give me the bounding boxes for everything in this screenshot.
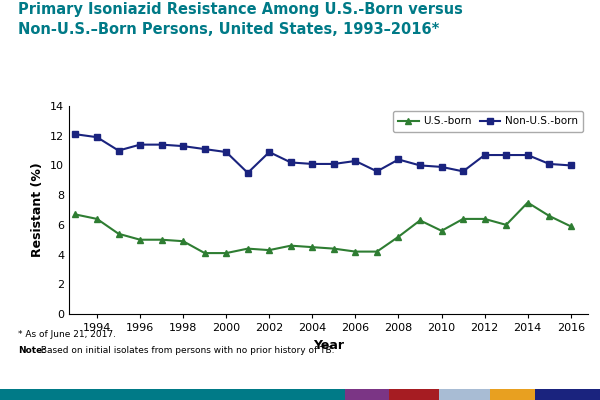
U.S.-born (352, 249, 359, 254)
U.S.-born (416, 218, 424, 223)
Non-U.S.-born (136, 142, 143, 147)
U.S.-born (330, 246, 337, 251)
U.S.-born (460, 216, 467, 221)
U.S.-born (309, 245, 316, 250)
Line: Non-U.S.-born: Non-U.S.-born (73, 131, 574, 176)
Non-U.S.-born (481, 153, 488, 158)
Legend: U.S.-born, Non-U.S.-born: U.S.-born, Non-U.S.-born (392, 111, 583, 132)
Non-U.S.-born (94, 135, 101, 140)
Non-U.S.-born (201, 147, 208, 152)
U.S.-born (179, 239, 187, 244)
Non-U.S.-born (545, 162, 553, 166)
Non-U.S.-born (330, 162, 337, 166)
Non-U.S.-born (373, 169, 380, 174)
U.S.-born (94, 216, 101, 221)
Non-U.S.-born (72, 132, 79, 137)
Non-U.S.-born (503, 153, 510, 158)
U.S.-born (72, 212, 79, 217)
U.S.-born (223, 251, 230, 256)
U.S.-born (524, 200, 532, 205)
Non-U.S.-born (287, 160, 295, 165)
U.S.-born (395, 234, 402, 239)
U.S.-born (266, 248, 273, 252)
Non-U.S.-born (179, 144, 187, 148)
Non-U.S.-born (115, 148, 122, 153)
Non-U.S.-born (352, 158, 359, 163)
U.S.-born (201, 251, 208, 256)
U.S.-born (373, 249, 380, 254)
Non-U.S.-born (460, 169, 467, 174)
X-axis label: Year: Year (313, 338, 344, 352)
Text: Non-U.S.–Born Persons, United States, 1993–2016*: Non-U.S.–Born Persons, United States, 19… (18, 22, 439, 37)
U.S.-born (503, 222, 510, 227)
Non-U.S.-born (158, 142, 165, 147)
Non-U.S.-born (223, 150, 230, 154)
Line: U.S.-born: U.S.-born (73, 200, 574, 256)
Non-U.S.-born (244, 170, 251, 175)
U.S.-born (158, 237, 165, 242)
Non-U.S.-born (438, 164, 445, 169)
U.S.-born (545, 214, 553, 218)
U.S.-born (244, 246, 251, 251)
Text: Primary Isoniazid Resistance Among U.S.-Born versus: Primary Isoniazid Resistance Among U.S.-… (18, 2, 463, 17)
Text: Based on initial isolates from persons with no prior history of TB.: Based on initial isolates from persons w… (38, 346, 334, 355)
U.S.-born (567, 224, 574, 229)
Non-U.S.-born (266, 150, 273, 154)
Text: * As of June 21, 2017.: * As of June 21, 2017. (18, 330, 116, 339)
Non-U.S.-born (567, 163, 574, 168)
U.S.-born (287, 243, 295, 248)
Text: Note:: Note: (18, 346, 46, 355)
Non-U.S.-born (416, 163, 424, 168)
Non-U.S.-born (309, 162, 316, 166)
Y-axis label: Resistant (%): Resistant (%) (31, 163, 44, 257)
Non-U.S.-born (524, 153, 532, 158)
U.S.-born (438, 228, 445, 233)
Non-U.S.-born (395, 157, 402, 162)
U.S.-born (136, 237, 143, 242)
U.S.-born (481, 216, 488, 221)
U.S.-born (115, 231, 122, 236)
